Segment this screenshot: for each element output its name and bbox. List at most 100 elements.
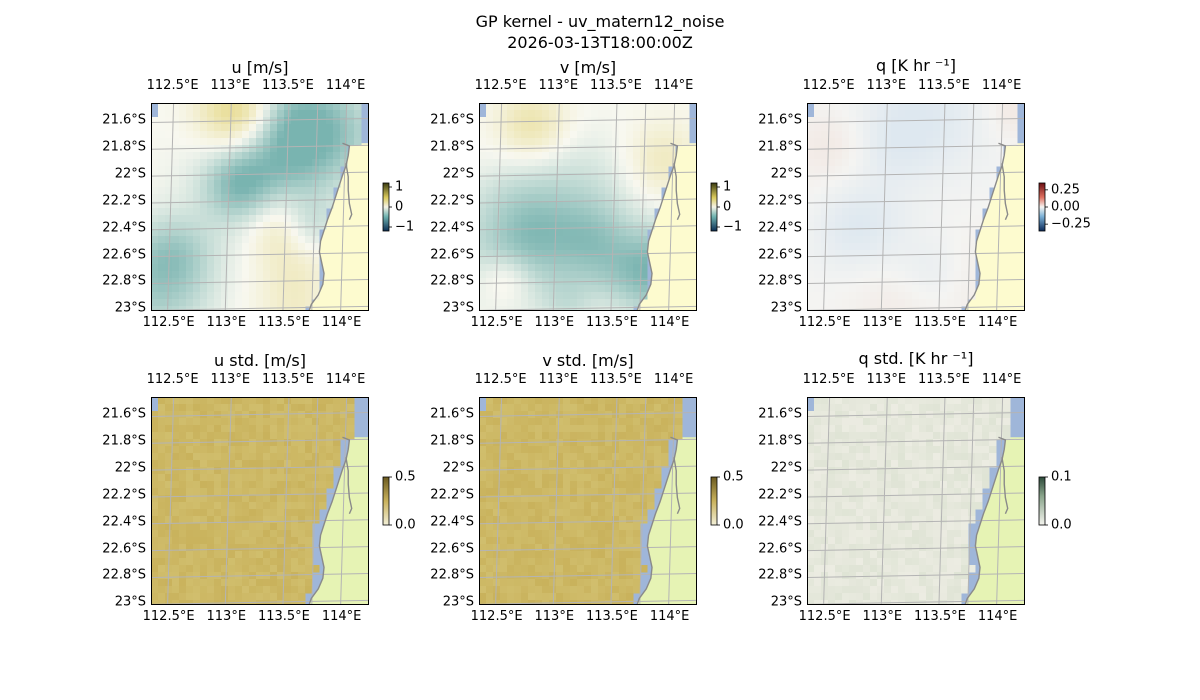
lat-tick: 22.4°S <box>102 220 146 236</box>
lat-tick: 21.6°S <box>102 112 146 128</box>
land-area <box>965 143 1025 311</box>
lon-tick-top: 113.5°E <box>589 78 642 93</box>
lon-tick-top: 114°E <box>325 78 366 93</box>
island-coastline <box>673 163 681 221</box>
lat-tick: 21.6°S <box>430 406 474 422</box>
lat-tick: 23°S <box>114 594 146 610</box>
land-area <box>309 437 369 605</box>
panel-title-v: v [m/s] <box>559 58 617 77</box>
lon-tick-top: 112.5°E <box>474 372 527 387</box>
lat-tick: 22.2°S <box>758 193 802 209</box>
lon-tick-bottom: 113.5°E <box>913 609 966 624</box>
lon-tick-bottom: 113.5°E <box>257 315 310 330</box>
panel-title-v_std: v std. [m/s] <box>542 351 634 370</box>
lon-tick-bottom: 113°E <box>862 609 903 624</box>
lat-tick: 22.8°S <box>758 567 802 583</box>
lat-tick: 22.8°S <box>430 273 474 289</box>
colorbar-tick-q: 0.25 <box>1051 182 1080 198</box>
lat-tick: 22.2°S <box>102 487 146 503</box>
lon-tick-bottom: 112.5°E <box>470 315 523 330</box>
map-frame <box>151 103 369 311</box>
colorbar-q_std <box>1038 476 1048 526</box>
panel-title-q: q [K hr ⁻¹] <box>876 56 956 75</box>
lon-tick-top: 114°E <box>653 78 694 93</box>
lon-tick-bottom: 113°E <box>862 315 903 330</box>
lon-tick-top: 113.5°E <box>917 78 970 93</box>
field-cells <box>807 397 1011 605</box>
lat-tick: 22.2°S <box>430 487 474 503</box>
colorbar-tick-u: −1 <box>395 219 415 235</box>
panel-title-u_std: u std. [m/s] <box>214 351 306 370</box>
lon-tick-bottom: 112.5°E <box>470 609 523 624</box>
lon-tick-bottom: 113°E <box>206 609 247 624</box>
lat-tick: 21.8°S <box>430 433 474 449</box>
lon-tick-bottom: 113.5°E <box>913 315 966 330</box>
gridlines <box>151 397 369 605</box>
lon-tick-bottom: 113°E <box>206 315 247 330</box>
lat-tick: 23°S <box>770 594 802 610</box>
lat-tick: 22°S <box>770 166 802 182</box>
colorbar-tick-u_std: 0.0 <box>395 517 416 533</box>
map-u <box>151 103 369 311</box>
lat-tick: 21.8°S <box>430 139 474 155</box>
lon-tick-bottom: 113.5°E <box>585 315 638 330</box>
island-coastline <box>345 163 353 221</box>
colorbar-tick-q_std: 0.1 <box>1051 469 1072 485</box>
land-area <box>965 437 1025 605</box>
lon-tick-bottom: 114°E <box>977 609 1018 624</box>
colorbar-tick-q: 0.00 <box>1051 199 1080 215</box>
lat-tick: 23°S <box>114 300 146 316</box>
lat-tick: 22.8°S <box>758 273 802 289</box>
lat-tick: 22.2°S <box>430 193 474 209</box>
lat-tick: 22.6°S <box>758 247 802 263</box>
lat-tick: 22.8°S <box>102 273 146 289</box>
lat-tick: 22.8°S <box>430 567 474 583</box>
lon-tick-top: 113°E <box>538 78 579 93</box>
lat-tick: 23°S <box>442 300 474 316</box>
land-area <box>309 143 369 311</box>
map-u_std <box>151 397 369 605</box>
map-frame <box>807 397 1025 605</box>
colorbar-tick-q: −0.25 <box>1051 216 1091 232</box>
colorbar-tick-v: 1 <box>723 179 732 195</box>
lat-tick: 22.2°S <box>102 193 146 209</box>
lon-tick-top: 114°E <box>325 372 366 387</box>
lat-tick: 22.2°S <box>758 487 802 503</box>
lon-tick-bottom: 112.5°E <box>142 315 195 330</box>
lat-tick: 22.6°S <box>430 247 474 263</box>
lon-tick-top: 113.5°E <box>261 372 314 387</box>
map-frame <box>807 103 1025 311</box>
lon-tick-top: 113°E <box>210 372 251 387</box>
map-q_std <box>807 397 1025 605</box>
lon-tick-bottom: 113.5°E <box>585 609 638 624</box>
gridlines <box>151 103 369 311</box>
gridlines <box>479 397 697 605</box>
lon-tick-top: 113°E <box>866 78 907 93</box>
lon-tick-bottom: 113.5°E <box>257 609 310 624</box>
lon-tick-bottom: 113°E <box>534 315 575 330</box>
lat-tick: 23°S <box>770 300 802 316</box>
field-cells <box>479 397 683 605</box>
colorbar-tick-u: 0 <box>395 199 404 215</box>
lon-tick-bottom: 113°E <box>534 609 575 624</box>
island-coastline <box>1001 163 1009 221</box>
lat-tick: 21.6°S <box>430 112 474 128</box>
colorbar-q <box>1038 182 1048 232</box>
lon-tick-bottom: 114°E <box>649 315 690 330</box>
land-area <box>637 143 697 311</box>
colorbar-v <box>710 182 720 232</box>
lon-tick-bottom: 114°E <box>977 315 1018 330</box>
map-q <box>807 103 1025 311</box>
lat-tick: 22°S <box>114 166 146 182</box>
lon-tick-top: 113.5°E <box>917 372 970 387</box>
map-frame <box>479 397 697 605</box>
lat-tick: 21.8°S <box>102 433 146 449</box>
panel-title-q_std: q std. [K hr ⁻¹] <box>858 349 974 368</box>
lat-tick: 22.6°S <box>758 541 802 557</box>
lat-tick: 21.6°S <box>758 112 802 128</box>
lon-tick-top: 112.5°E <box>802 78 855 93</box>
lon-tick-top: 113°E <box>210 78 251 93</box>
lon-tick-top: 112.5°E <box>802 372 855 387</box>
gridlines <box>807 397 1025 605</box>
lon-tick-bottom: 114°E <box>321 315 362 330</box>
